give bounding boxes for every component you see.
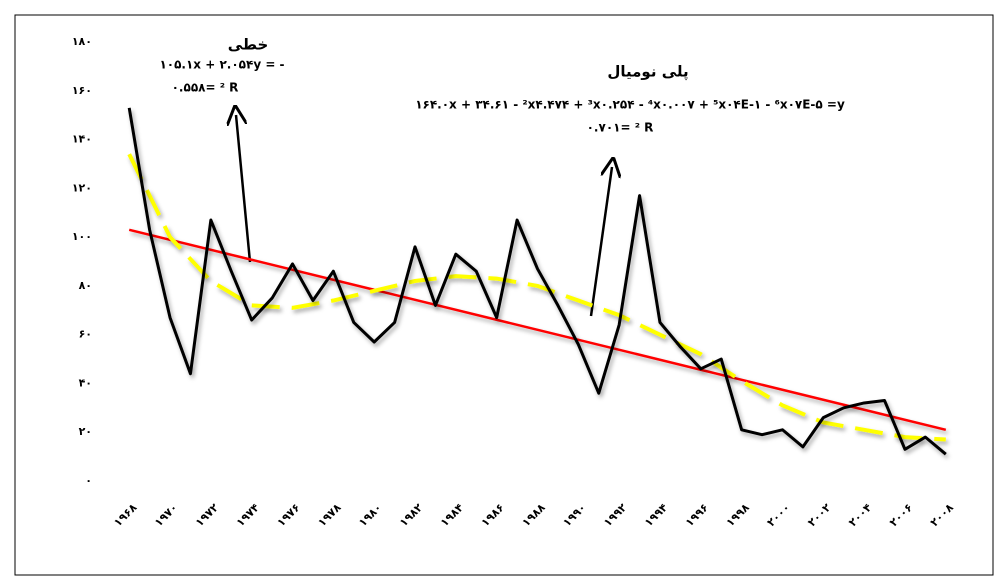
y-tick-label: ۱۰۰ bbox=[72, 230, 92, 243]
y-tick-label: ۱۲۰ bbox=[72, 181, 92, 194]
y-tick-label: ۱۶۰ bbox=[72, 84, 92, 97]
arrow bbox=[236, 115, 252, 263]
arrow bbox=[589, 167, 612, 317]
y-tick-label: ۲۰ bbox=[79, 425, 92, 438]
y-tick-label: ۰ bbox=[85, 474, 92, 487]
y-tick-label: ۸۰ bbox=[79, 279, 92, 292]
data-line bbox=[127, 107, 947, 456]
y-tick-label: ۶۰ bbox=[79, 328, 92, 341]
y-tick-label: ۱۴۰ bbox=[72, 133, 92, 146]
annotation: خطی bbox=[228, 36, 269, 54]
annotation: ۰.۵۵۸= ² R bbox=[172, 81, 239, 95]
y-tick-label: ۴۰ bbox=[79, 376, 92, 389]
y-tick-label: ۱۸۰ bbox=[72, 35, 92, 48]
chart-frame bbox=[14, 14, 994, 576]
annotation: ۱۰۵.۱x + ۲.۰۵۴y = - bbox=[159, 58, 284, 72]
trendline bbox=[128, 228, 947, 431]
annotation: ۰.۷۰۱= ² R bbox=[587, 121, 654, 135]
annotation: ۱۶۴.۰x + ۳۴.۶۱ - ²x۴.۴۷۴ + ³x۰.۲۵۴ - ⁴x۰… bbox=[415, 98, 845, 112]
annotation: پلی نومیال bbox=[607, 63, 688, 82]
